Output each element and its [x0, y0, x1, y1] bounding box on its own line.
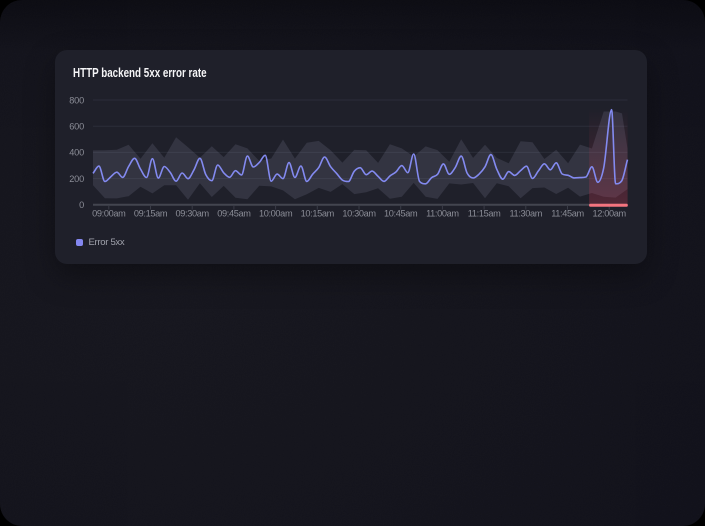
- svg-text:10:00am: 10:00am: [259, 209, 293, 219]
- svg-text:800: 800: [69, 95, 84, 105]
- svg-text:200: 200: [69, 174, 84, 184]
- svg-text:400: 400: [69, 148, 84, 158]
- svg-text:12:00am: 12:00am: [593, 209, 627, 219]
- svg-text:11:30am: 11:30am: [509, 209, 542, 219]
- svg-text:09:30am: 09:30am: [176, 209, 210, 219]
- svg-text:09:00am: 09:00am: [92, 209, 126, 219]
- svg-text:11:15am: 11:15am: [468, 209, 501, 219]
- svg-text:11:45am: 11:45am: [551, 209, 584, 219]
- svg-text:09:15am: 09:15am: [134, 209, 168, 219]
- svg-text:10:30am: 10:30am: [342, 209, 376, 219]
- svg-text:09:45am: 09:45am: [217, 209, 251, 219]
- svg-text:0: 0: [79, 200, 84, 210]
- svg-text:10:15am: 10:15am: [301, 209, 335, 219]
- svg-text:11:00am: 11:00am: [426, 209, 459, 219]
- svg-text:10:45am: 10:45am: [384, 209, 418, 219]
- svg-text:600: 600: [69, 122, 84, 132]
